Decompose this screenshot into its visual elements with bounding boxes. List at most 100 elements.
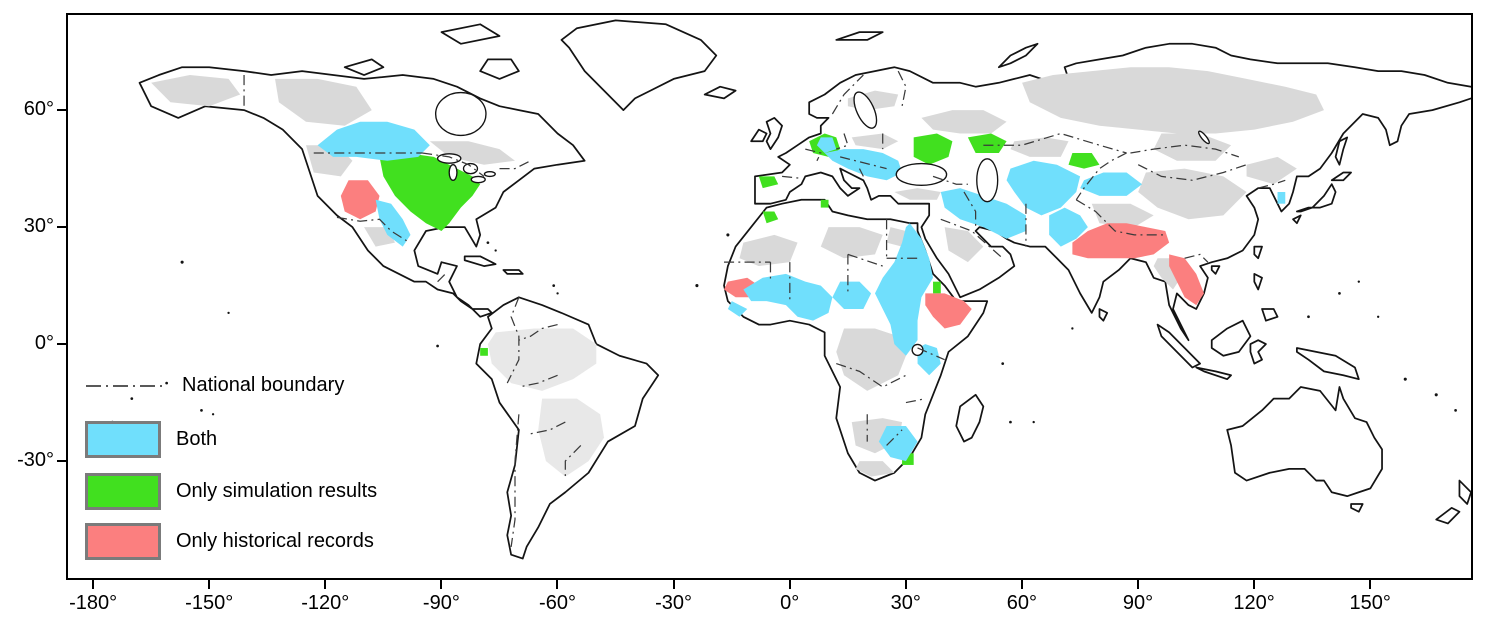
new-zealand-south — [1435, 506, 1461, 525]
lake-erie — [470, 175, 486, 184]
region-colorado — [340, 180, 380, 220]
new-zealand-north — [1458, 479, 1472, 505]
hudson-bay — [434, 91, 487, 137]
region-niger — [743, 273, 833, 321]
x-tick-label: 150° — [1349, 592, 1391, 614]
y-tick-label: 0° — [34, 332, 54, 355]
region-tunisia — [820, 199, 829, 208]
basin-parana — [538, 398, 605, 477]
legend-label-national-boundary: National boundary — [182, 374, 345, 396]
x-tick-label: 120° — [1233, 592, 1275, 614]
legend-swatch-both — [85, 421, 161, 458]
boundary-line — [847, 253, 883, 267]
x-tick-label: -60° — [539, 592, 576, 614]
region-east-africa — [917, 344, 941, 376]
boundary-line — [805, 148, 822, 162]
greenland — [560, 19, 718, 111]
nodata-basins-light — [487, 328, 605, 477]
boundary-line — [836, 133, 849, 150]
caspian-sea — [976, 158, 999, 203]
ellesmere-island — [440, 23, 501, 45]
basin-siberia — [1022, 67, 1324, 134]
madagascar — [955, 393, 985, 443]
basin-european-russia — [921, 110, 1007, 134]
tasmania — [1350, 503, 1364, 513]
region-ganges-brahmaputra — [1072, 223, 1170, 259]
hainan — [1210, 265, 1221, 275]
lake-superior — [436, 153, 462, 164]
x-tick — [92, 580, 95, 589]
island-dot — [180, 260, 184, 264]
island-dot — [726, 233, 730, 237]
region-nile — [874, 223, 934, 356]
lake-ontario — [483, 171, 496, 178]
y-tick-label: 60° — [23, 98, 54, 121]
region-danube — [824, 149, 903, 181]
region-indus — [1049, 207, 1088, 247]
basin-ne-china — [1246, 156, 1297, 185]
x-tick-label: 90° — [1122, 592, 1154, 614]
boundary-line — [437, 273, 446, 283]
boundary-line — [1258, 179, 1286, 189]
region-korea — [1277, 191, 1286, 204]
basin-poland-baltic — [851, 133, 899, 150]
x-tick — [1020, 580, 1023, 589]
x-tick-label: 60° — [1006, 592, 1037, 614]
region-dnieper-don — [913, 133, 953, 165]
sumatra — [1156, 323, 1201, 369]
boundary-line — [905, 398, 926, 404]
luzon — [1253, 273, 1263, 291]
island-dot — [486, 241, 490, 245]
legend-item-both: Both — [85, 421, 217, 458]
island-dot — [494, 249, 497, 252]
legend-swatch-simulation — [85, 473, 161, 510]
legend-item-simulation: Only simulation results — [85, 473, 377, 510]
region-guinea-coast — [727, 301, 748, 317]
basin-anatolia — [894, 188, 941, 200]
basin-sahara-central — [820, 227, 883, 259]
national-boundaries — [243, 70, 1286, 547]
island-dot — [1377, 315, 1380, 318]
island-dot — [200, 409, 203, 412]
lake-huron — [462, 162, 479, 175]
nodata-basins — [151, 67, 1324, 477]
x-tick-label: -30° — [655, 592, 693, 614]
boundary-line — [336, 216, 407, 242]
australia — [1226, 386, 1383, 498]
mindanao — [1261, 308, 1279, 322]
island-specks — [111, 233, 1457, 424]
sakhalin — [1334, 136, 1349, 166]
x-tick — [556, 580, 559, 589]
y-tick-label: 30° — [23, 215, 54, 238]
black-sea — [895, 162, 948, 187]
boundary-line — [858, 168, 864, 177]
basin-mongolia-china — [1138, 168, 1247, 220]
taiwan — [1253, 245, 1263, 260]
historical-basins — [340, 180, 1204, 329]
y-tick — [57, 226, 66, 229]
cuba — [463, 255, 497, 267]
boundary-line — [983, 132, 1127, 154]
boundary-line — [518, 374, 558, 388]
boundary-line — [886, 429, 903, 446]
boundary-line — [839, 156, 887, 170]
boundary-line — [836, 362, 907, 388]
x-tick-label: -150° — [185, 592, 234, 614]
legend-item-national-boundary: National boundary — [85, 374, 344, 397]
national-boundary-line-sample — [86, 384, 166, 387]
x-tick — [324, 580, 327, 589]
boundary-line — [917, 347, 945, 361]
region-horn-of-africa — [925, 293, 972, 329]
lake-baikal — [1198, 130, 1210, 145]
x-tick — [1369, 580, 1372, 589]
iceland — [703, 85, 737, 100]
island-dot — [552, 284, 556, 287]
x-tick-label: -180° — [69, 592, 118, 614]
boundary-line — [782, 175, 802, 179]
region-limpopo — [878, 425, 918, 462]
hispaniola — [502, 269, 524, 275]
island-dot — [556, 292, 559, 295]
boundary-line — [1184, 253, 1209, 263]
y-tick — [57, 460, 66, 463]
